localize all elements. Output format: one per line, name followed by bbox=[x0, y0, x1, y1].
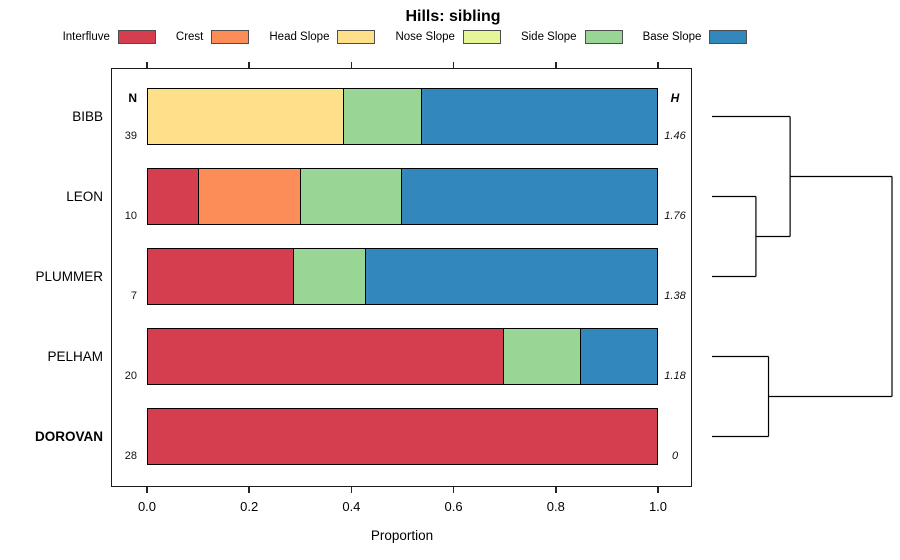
h-column-header: H bbox=[670, 91, 680, 105]
x-tick bbox=[555, 487, 557, 493]
bar-segment bbox=[148, 249, 294, 304]
legend-item: Side Slope bbox=[521, 30, 623, 44]
x-tick bbox=[555, 62, 557, 68]
plot-area bbox=[111, 68, 692, 487]
row-label: DOROVAN bbox=[34, 428, 103, 444]
bar-segment bbox=[198, 169, 301, 224]
legend-item: Base Slope bbox=[643, 30, 748, 44]
bar-row bbox=[147, 168, 658, 225]
x-tick bbox=[146, 487, 148, 493]
h-value: 0 bbox=[671, 450, 679, 462]
bar-segment bbox=[293, 249, 367, 304]
legend-swatch bbox=[709, 30, 748, 44]
x-axis-title: Proportion bbox=[370, 528, 434, 543]
n-value: 28 bbox=[124, 450, 137, 462]
n-value: 20 bbox=[124, 370, 137, 382]
x-tick-label: 0.0 bbox=[137, 499, 157, 514]
bar-segment bbox=[148, 409, 657, 464]
row-label: PELHAM bbox=[47, 348, 103, 364]
legend-swatch bbox=[337, 30, 376, 44]
x-tick bbox=[452, 487, 455, 493]
legend-item: Nose Slope bbox=[395, 30, 501, 44]
h-value: 1.18 bbox=[664, 370, 686, 382]
row-label: PLUMMER bbox=[35, 268, 103, 284]
legend-label: Base Slope bbox=[642, 31, 702, 43]
bar-segment bbox=[422, 89, 657, 144]
row-label: LEON bbox=[66, 188, 103, 204]
bar-row bbox=[147, 328, 658, 385]
h-value: 1.46 bbox=[664, 130, 686, 142]
legend-label: Side Slope bbox=[520, 31, 577, 43]
n-value: 39 bbox=[124, 130, 137, 142]
h-value: 1.76 bbox=[664, 210, 686, 222]
n-value: 7 bbox=[130, 290, 137, 302]
bar-row bbox=[147, 88, 658, 145]
x-tick bbox=[350, 487, 353, 493]
bar-segment bbox=[148, 329, 505, 384]
legend-swatch bbox=[462, 30, 501, 44]
x-tick bbox=[350, 62, 353, 68]
bar-segment bbox=[366, 249, 657, 304]
legend: Interfluve Crest Head Slope Nose Slope Side … bbox=[0, 26, 810, 48]
bar-row bbox=[147, 248, 658, 305]
bar-segment bbox=[402, 169, 657, 224]
bar-row bbox=[147, 408, 658, 465]
legend-label: Head Slope bbox=[269, 31, 330, 43]
bar-segment bbox=[504, 329, 581, 384]
h-value: 1.38 bbox=[664, 290, 686, 302]
legend-label: Nose Slope bbox=[395, 31, 455, 43]
legend-swatch bbox=[211, 30, 250, 44]
x-tick bbox=[657, 487, 659, 493]
x-tick-label: 0.6 bbox=[444, 499, 463, 514]
legend-item: Crest bbox=[175, 30, 250, 44]
bar-segment bbox=[300, 169, 403, 224]
x-tick-label: 0.4 bbox=[342, 499, 361, 514]
x-tick bbox=[248, 62, 250, 68]
legend-label: Interfluve bbox=[62, 31, 110, 43]
legend-item: Interfluve bbox=[63, 30, 156, 44]
n-column-header: N bbox=[128, 91, 137, 105]
bar-segment bbox=[148, 89, 344, 144]
legend-label: Crest bbox=[175, 31, 204, 43]
legend-swatch bbox=[584, 30, 623, 44]
bar-segment bbox=[148, 169, 199, 224]
bar-segment bbox=[343, 89, 423, 144]
x-tick bbox=[146, 62, 148, 68]
row-label: BIBB bbox=[72, 108, 103, 124]
bar-segment bbox=[580, 329, 657, 384]
x-tick-label: 0.2 bbox=[240, 499, 259, 514]
chart-title: Hills: sibling bbox=[405, 8, 501, 25]
x-tick bbox=[452, 62, 455, 68]
legend-item: Head Slope bbox=[269, 30, 376, 44]
x-tick-label: 1.0 bbox=[648, 499, 668, 514]
x-tick bbox=[248, 487, 250, 493]
x-tick bbox=[657, 62, 659, 68]
x-tick-label: 0.8 bbox=[546, 499, 565, 514]
legend-swatch bbox=[117, 30, 156, 44]
n-value: 10 bbox=[124, 210, 137, 222]
